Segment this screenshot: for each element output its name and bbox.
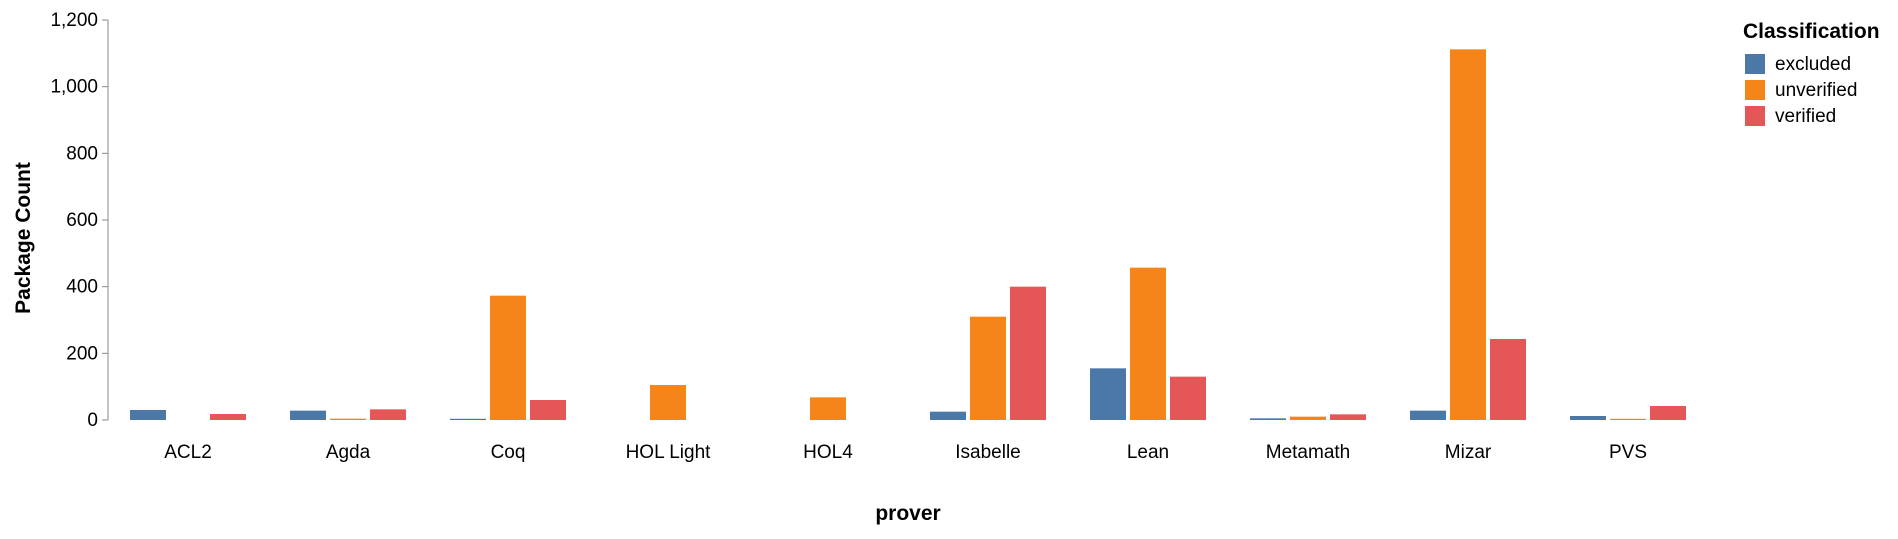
x-tick-label: PVS <box>1609 442 1647 463</box>
bar-verified-acl2 <box>210 414 246 420</box>
bar-unverified-isabelle <box>970 316 1006 420</box>
bar-verified-agda <box>370 409 406 420</box>
x-axis-title: prover <box>875 502 940 525</box>
bar-unverified-agda <box>330 418 366 420</box>
bar-excluded-acl2 <box>130 410 166 420</box>
legend: Classification excluded unverified verifie… <box>1743 20 1880 127</box>
x-axis: ACL2 Agda Coq HOL Light HOL4 Isabelle Lean Meta… <box>164 442 1647 463</box>
y-tick-label: 1,000 <box>50 77 98 98</box>
x-tick-label: HOL Light <box>626 442 712 463</box>
bar-excluded-isabelle <box>930 411 966 420</box>
legend-label-verified: verified <box>1775 106 1836 127</box>
bar-verified-isabelle <box>1010 286 1046 420</box>
legend-swatch-unverified <box>1745 80 1765 100</box>
bar-excluded-coq <box>450 418 486 420</box>
bar-verified-metamath <box>1330 414 1366 420</box>
y-tick-label: 600 <box>66 210 98 231</box>
x-tick-label: Coq <box>491 442 526 463</box>
bar-verified-lean <box>1170 376 1206 420</box>
y-tick-label: 0 <box>87 410 98 431</box>
legend-label-unverified: unverified <box>1775 80 1857 101</box>
bar-unverified-metamath <box>1290 416 1326 420</box>
bar-verified-coq <box>530 400 566 420</box>
bar-unverified-hol4 <box>810 397 846 420</box>
bar-unverified-pvs <box>1610 418 1646 420</box>
y-tick-label: 200 <box>66 343 98 364</box>
x-tick-label: Lean <box>1127 442 1169 463</box>
y-axis: 0 200 400 600 800 1,000 1,200 <box>50 10 109 431</box>
bar-unverified-hol-light <box>650 385 686 420</box>
bar-verified-mizar <box>1490 339 1526 420</box>
legend-swatch-verified <box>1745 106 1765 126</box>
legend-title: Classification <box>1743 20 1880 43</box>
bar-unverified-coq <box>490 295 526 420</box>
x-tick-label: Mizar <box>1445 442 1492 463</box>
y-axis-title: Package Count <box>12 162 35 314</box>
y-tick-label: 400 <box>66 277 98 298</box>
bar-excluded-pvs <box>1570 416 1606 420</box>
x-tick-label: Agda <box>326 442 371 463</box>
bar-unverified-lean <box>1130 267 1166 420</box>
x-tick-label: ACL2 <box>164 442 212 463</box>
x-tick-label: HOL4 <box>803 442 853 463</box>
legend-swatch-excluded <box>1745 54 1765 74</box>
bar-verified-pvs <box>1650 406 1686 420</box>
x-tick-label: Isabelle <box>955 442 1021 463</box>
bar-unverified-mizar <box>1450 49 1486 420</box>
bar-excluded-lean <box>1090 368 1126 420</box>
bar-excluded-agda <box>290 410 326 420</box>
bar-excluded-mizar <box>1410 410 1446 420</box>
legend-label-excluded: excluded <box>1775 54 1851 75</box>
bar-excluded-metamath <box>1250 418 1286 420</box>
y-tick-label: 800 <box>66 143 98 164</box>
bars <box>130 49 1686 420</box>
y-tick-label: 1,200 <box>50 10 98 31</box>
x-tick-label: Metamath <box>1266 442 1350 463</box>
